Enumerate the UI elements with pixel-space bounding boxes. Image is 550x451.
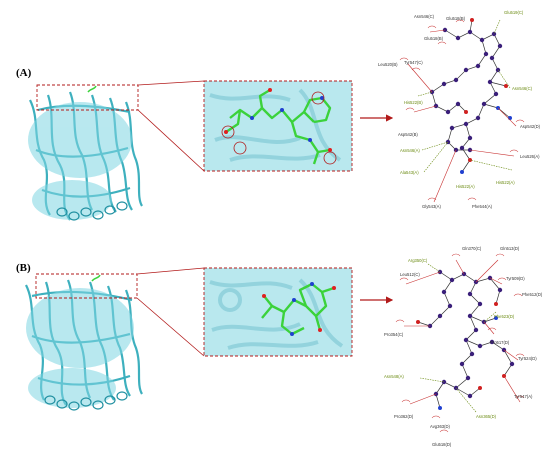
residue-label: Tyr524(D) — [518, 356, 537, 361]
panel-label-a: (A) — [16, 67, 32, 79]
panel-label-b: (B) — [16, 262, 31, 274]
residue-label: Gln513(D) — [500, 246, 520, 251]
zoom-frame-a — [203, 80, 353, 172]
residue-label: Pro517(D) — [490, 340, 510, 345]
zoom-line-b-bottom — [136, 297, 205, 357]
protein-structure-a — [28, 85, 143, 221]
residue-label: Glu518(B) — [424, 36, 444, 41]
zoom-line-a-bottom — [137, 109, 205, 172]
residue-label: Ala543(A) — [400, 170, 419, 175]
residue-label: Asp542(D) — [520, 124, 541, 129]
residue-label: Leu512(C) — [400, 272, 420, 277]
protein-structure-b — [25, 274, 143, 411]
residue-label: Tyr509(D) — [506, 276, 525, 281]
selection-box-b — [35, 273, 138, 299]
residue-label: Leu520(B) — [378, 62, 398, 67]
residue-label: Glu519(C) — [504, 10, 524, 15]
binding-pocket-zoom-a — [204, 81, 352, 171]
residue-label: His522(A) — [456, 184, 475, 189]
residue-label: His522(A) — [496, 180, 515, 185]
residue-label: Asp542(B) — [398, 132, 418, 137]
residue-label: Asn546(A) — [400, 148, 420, 153]
residue-label: Tyr547(C) — [404, 60, 423, 65]
interaction-diagram-a: Asn546(C) Glu518(B) Glu518(B) Leu520(B) … — [378, 10, 541, 209]
residue-label: Phe544(A) — [472, 204, 493, 209]
residue-label: Tyr547(A) — [514, 394, 533, 399]
binding-pocket-zoom-b — [204, 268, 352, 356]
residue-label: Gln370(C) — [462, 246, 482, 251]
residue-label: Phe512(D) — [522, 292, 543, 297]
zoom-frame-b — [203, 267, 353, 357]
residue-label: Pro354(C) — [384, 332, 404, 337]
residue-label: Asn546(C) — [414, 14, 435, 19]
zoom-line-a-top — [137, 80, 205, 86]
interaction-diagram-b: Gln370(C) Gln513(D) Leu512(C) Tyr509(D) … — [384, 246, 543, 447]
residue-label: Gly543(A) — [422, 204, 441, 209]
residue-label: Avg363(D) — [430, 424, 451, 429]
residue-label: Asn546(C) — [512, 86, 533, 91]
residue-label: Glu518(D) — [432, 442, 452, 447]
zoom-line-b-top — [136, 267, 205, 275]
residue-label: Phe523(D) — [494, 314, 515, 319]
residue-label: Glu518(B) — [446, 16, 466, 21]
residue-label: Pro362(D) — [394, 414, 414, 419]
residue-label: Asn365(D) — [476, 414, 497, 419]
residue-label: Leu526(A) — [520, 154, 540, 159]
residue-label: Arg350(C) — [408, 258, 428, 263]
selection-box-a — [36, 84, 139, 111]
residue-label: His522(B) — [404, 100, 423, 105]
residue-label: Asn548(A) — [384, 374, 404, 379]
